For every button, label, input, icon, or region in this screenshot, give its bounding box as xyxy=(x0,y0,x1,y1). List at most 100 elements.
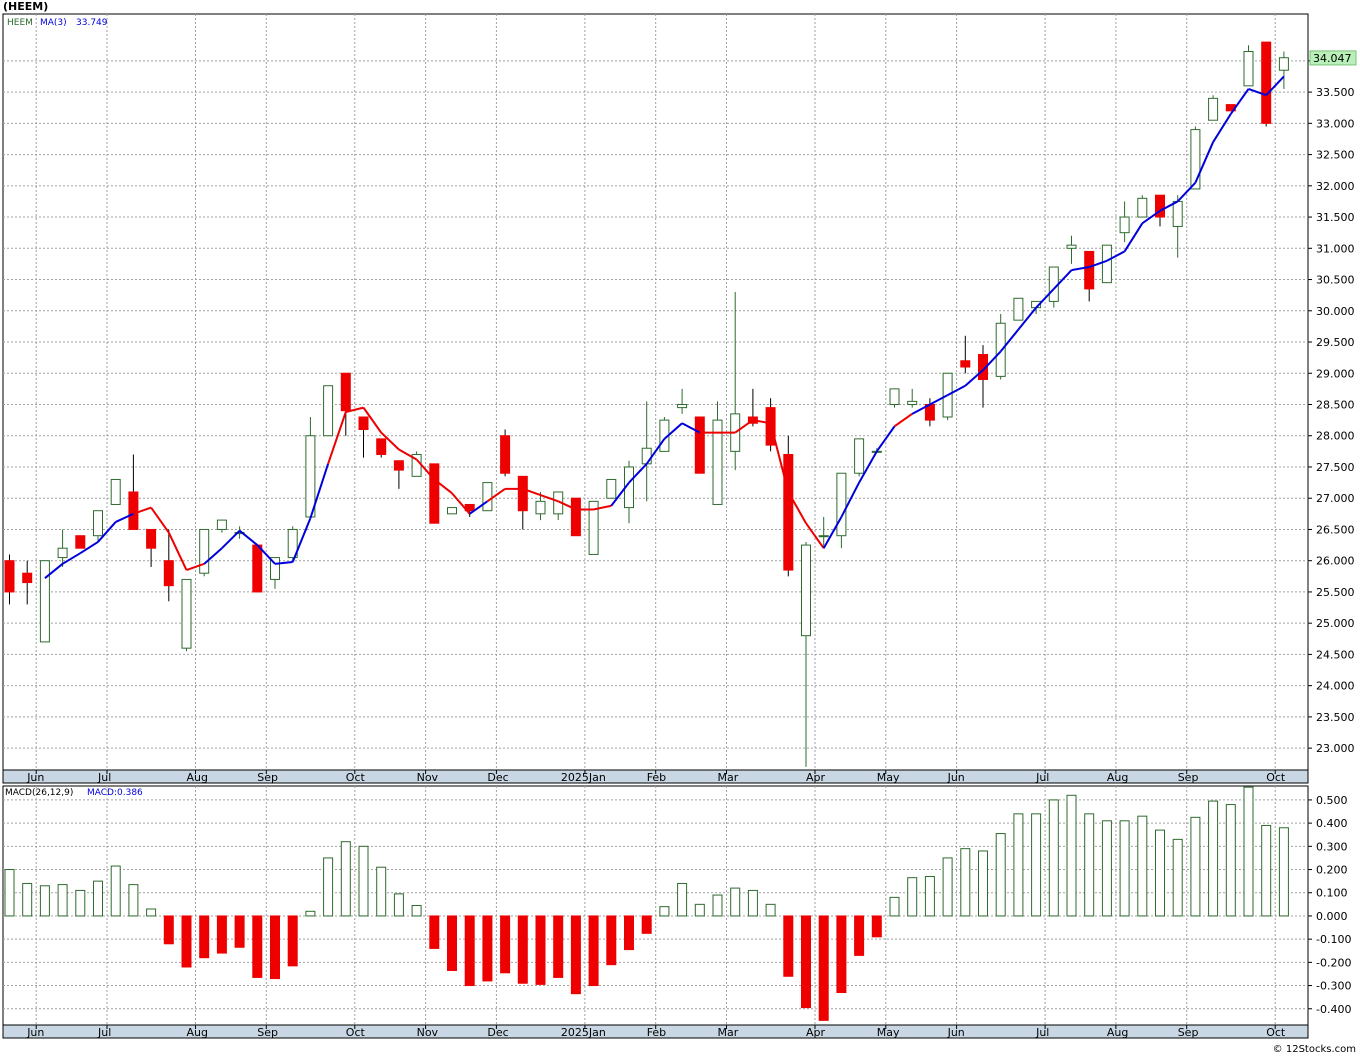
x-tick-label: Oct xyxy=(1266,1026,1286,1039)
footer-credit: © 12Stocks.com xyxy=(1272,1044,1356,1055)
candle-body xyxy=(340,372,351,412)
candle-body xyxy=(393,460,404,471)
ma-line-segment xyxy=(663,422,683,440)
macd-bar xyxy=(128,884,139,917)
macd-bar xyxy=(1031,813,1042,917)
ma-line-segment xyxy=(1248,88,1267,97)
ma-line-segment xyxy=(1141,209,1161,225)
ma-line-segment xyxy=(309,463,330,519)
price-tick-label: 24.000 xyxy=(1316,680,1355,693)
ma-line-segment xyxy=(911,403,931,415)
ma-line-segment xyxy=(1106,250,1126,262)
ma-line-segment xyxy=(522,487,541,497)
macd-bar xyxy=(730,887,741,917)
ma-line-segment xyxy=(858,450,878,484)
macd-bar xyxy=(1137,815,1148,917)
price-tick-label: 28.500 xyxy=(1316,398,1355,411)
ma-line-segment xyxy=(97,521,117,543)
candle-body xyxy=(1084,250,1095,290)
x-tick-label: Oct xyxy=(346,771,366,784)
x-tick-label: Jun xyxy=(947,1026,965,1039)
macd-tick-label: 0.100 xyxy=(1316,887,1348,900)
price-tick-label: 23.000 xyxy=(1316,742,1355,755)
x-tick-label: Sep xyxy=(1178,771,1199,784)
macd-tick-label: -0.200 xyxy=(1316,956,1351,969)
price-tick-label: 29.000 xyxy=(1316,367,1355,380)
ma-line-segment xyxy=(1229,88,1250,115)
candle-body xyxy=(978,354,988,381)
x-tick-label: Apr xyxy=(806,771,826,784)
ma-line-segment xyxy=(1071,266,1090,272)
macd-bar xyxy=(712,894,723,917)
macd-bar xyxy=(783,915,794,977)
price-tick-label: 23.500 xyxy=(1316,711,1355,724)
candle-body xyxy=(500,435,511,474)
price-tick-label: 25.000 xyxy=(1316,617,1355,630)
macd-bar xyxy=(39,885,50,917)
ma-line-segment xyxy=(628,463,648,484)
macd-tick-label: 0.300 xyxy=(1316,840,1348,853)
x-tick-label: 2025Jan xyxy=(561,771,606,784)
macd-tick-label: 0.000 xyxy=(1316,910,1348,923)
macd-bar xyxy=(1225,804,1236,917)
candle-body xyxy=(517,475,528,512)
macd-bar xyxy=(411,905,422,917)
macd-bar xyxy=(4,869,15,917)
candle-body xyxy=(252,544,263,593)
macd-bar xyxy=(588,915,599,987)
macd-bar xyxy=(1190,816,1201,917)
x-tick-label: 2025Jan xyxy=(561,1026,606,1039)
macd-panel xyxy=(2,785,1309,1026)
candle-body xyxy=(287,528,298,559)
x-tick-label: May xyxy=(877,771,900,784)
candle-body xyxy=(606,478,617,499)
ma-line-segment xyxy=(115,512,134,523)
candle-body xyxy=(163,560,174,587)
macd-bar xyxy=(270,915,280,980)
macd-bar xyxy=(93,880,103,917)
x-tick-label: Mar xyxy=(718,771,739,784)
macd-bar xyxy=(110,865,121,917)
ma-line-segment xyxy=(822,516,843,549)
x-tick-label: Dec xyxy=(487,771,508,784)
x-tick-label: Sep xyxy=(257,1026,278,1039)
candle-body xyxy=(216,519,227,530)
macd-bar xyxy=(22,882,33,917)
x-tick-label: Jul xyxy=(1035,771,1049,784)
ma-line-segment xyxy=(380,431,400,451)
candle-body xyxy=(907,400,918,405)
x-tick-label: Jul xyxy=(97,771,111,784)
ma-line-segment xyxy=(274,560,293,565)
macd-bar xyxy=(924,875,935,917)
macd-bar xyxy=(978,850,988,917)
candle-body xyxy=(376,438,387,455)
ma-line-segment xyxy=(929,394,949,406)
macd-bar xyxy=(535,915,546,985)
ma-line-segment xyxy=(681,422,701,434)
x-tick-label: May xyxy=(877,1026,900,1039)
macd-bar xyxy=(854,915,865,956)
ma-line-segment xyxy=(610,481,630,507)
ma-line-segment xyxy=(645,438,666,465)
candle-body xyxy=(93,510,103,537)
x-tick-label: Feb xyxy=(647,1026,666,1039)
ma-line-segment xyxy=(62,552,81,565)
candle-body xyxy=(75,535,86,549)
macd-bar xyxy=(181,915,192,968)
macd-bar xyxy=(1013,813,1024,917)
macd-tick-label: 0.500 xyxy=(1316,794,1348,807)
x-tick-label: Apr xyxy=(806,1026,826,1039)
x-tick-label: Jun xyxy=(947,771,965,784)
macd-bar xyxy=(517,915,528,984)
macd-tick-label: -0.400 xyxy=(1316,1003,1351,1016)
candle-body xyxy=(358,416,369,430)
candle-body xyxy=(146,528,157,549)
ma-line-segment xyxy=(451,492,471,515)
candle-body xyxy=(22,572,33,584)
candle-body xyxy=(535,500,546,515)
macd-bar xyxy=(1048,799,1059,917)
ma-line-segment xyxy=(593,504,612,511)
candle-body xyxy=(482,482,493,512)
macd-bar xyxy=(340,841,351,917)
price-tick-label: 33.500 xyxy=(1316,86,1355,99)
